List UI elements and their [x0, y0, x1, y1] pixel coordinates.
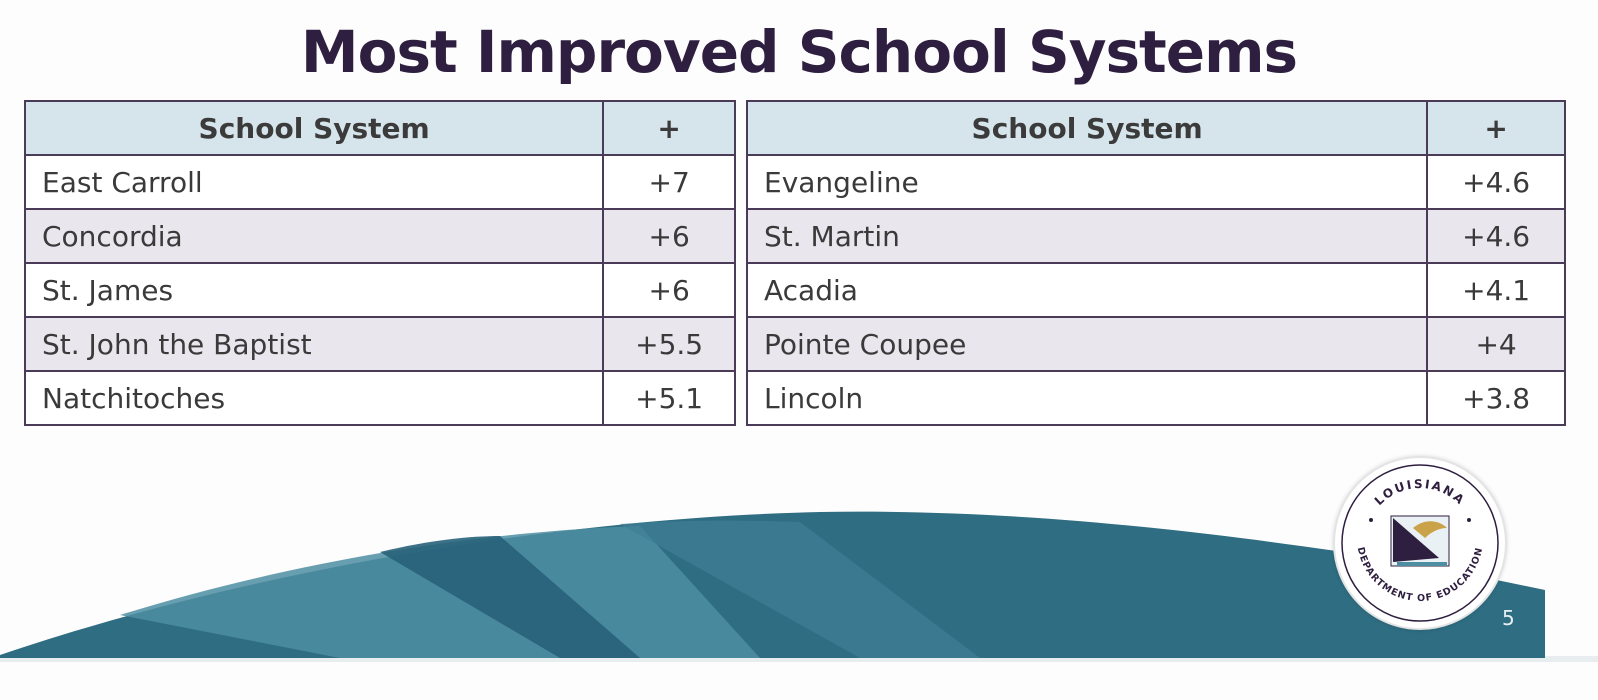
improvement-table-right: School System + Evangeline +4.6 St. Mart…: [745, 100, 1566, 426]
header-school-system: School System: [745, 100, 1429, 156]
table-row: Acadia +4.1: [745, 262, 1566, 318]
table-row: Pointe Coupee +4: [745, 316, 1566, 372]
table-row: Evangeline +4.6: [745, 154, 1566, 210]
improvement-value: +4.1: [1426, 262, 1566, 318]
school-system-name: Acadia: [745, 262, 1429, 318]
improvement-value: +4: [1426, 316, 1566, 372]
improvement-value: +6: [602, 262, 736, 318]
table-header-row: School System +: [745, 100, 1566, 156]
table-header-row: School System +: [23, 100, 736, 156]
header-school-system: School System: [23, 100, 605, 156]
improvement-value: +3.8: [1426, 370, 1566, 426]
improvement-table-left: School System + East Carroll +7 Concordi…: [23, 100, 736, 426]
table-row: East Carroll +7: [23, 154, 736, 210]
school-system-name: Lincoln: [745, 370, 1429, 426]
table-row: St. James +6: [23, 262, 736, 318]
school-system-name: Natchitoches: [23, 370, 605, 426]
table-row: Lincoln +3.8: [745, 370, 1566, 426]
table-row: St. John the Baptist +5.5: [23, 316, 736, 372]
school-system-name: East Carroll: [23, 154, 605, 210]
improvement-value: +7: [602, 154, 736, 210]
department-of-education-logo: LOUISIANA DEPARTMENT OF EDUCATION: [1333, 456, 1507, 630]
header-change: +: [1426, 100, 1566, 156]
improvement-value: +4.6: [1426, 208, 1566, 264]
table-row: St. Martin +4.6: [745, 208, 1566, 264]
slide-title: Most Improved School Systems: [300, 18, 1298, 86]
header-change: +: [602, 100, 736, 156]
school-system-name: Pointe Coupee: [745, 316, 1429, 372]
page-number: 5: [1502, 606, 1515, 630]
improvement-value: +5.1: [602, 370, 736, 426]
school-system-name: Evangeline: [745, 154, 1429, 210]
improvement-value: +4.6: [1426, 154, 1566, 210]
decorative-wave-banner: [0, 511, 1598, 662]
louisiana-department-of-education-seal-icon: LOUISIANA DEPARTMENT OF EDUCATION: [1341, 464, 1499, 622]
improvement-value: +5.5: [602, 316, 736, 372]
school-system-name: St. John the Baptist: [23, 316, 605, 372]
school-system-name: St. Martin: [745, 208, 1429, 264]
school-system-name: St. James: [23, 262, 605, 318]
improvement-value: +6: [602, 208, 736, 264]
table-row: Natchitoches +5.1: [23, 370, 736, 426]
table-row: Concordia +6: [23, 208, 736, 264]
school-system-name: Concordia: [23, 208, 605, 264]
